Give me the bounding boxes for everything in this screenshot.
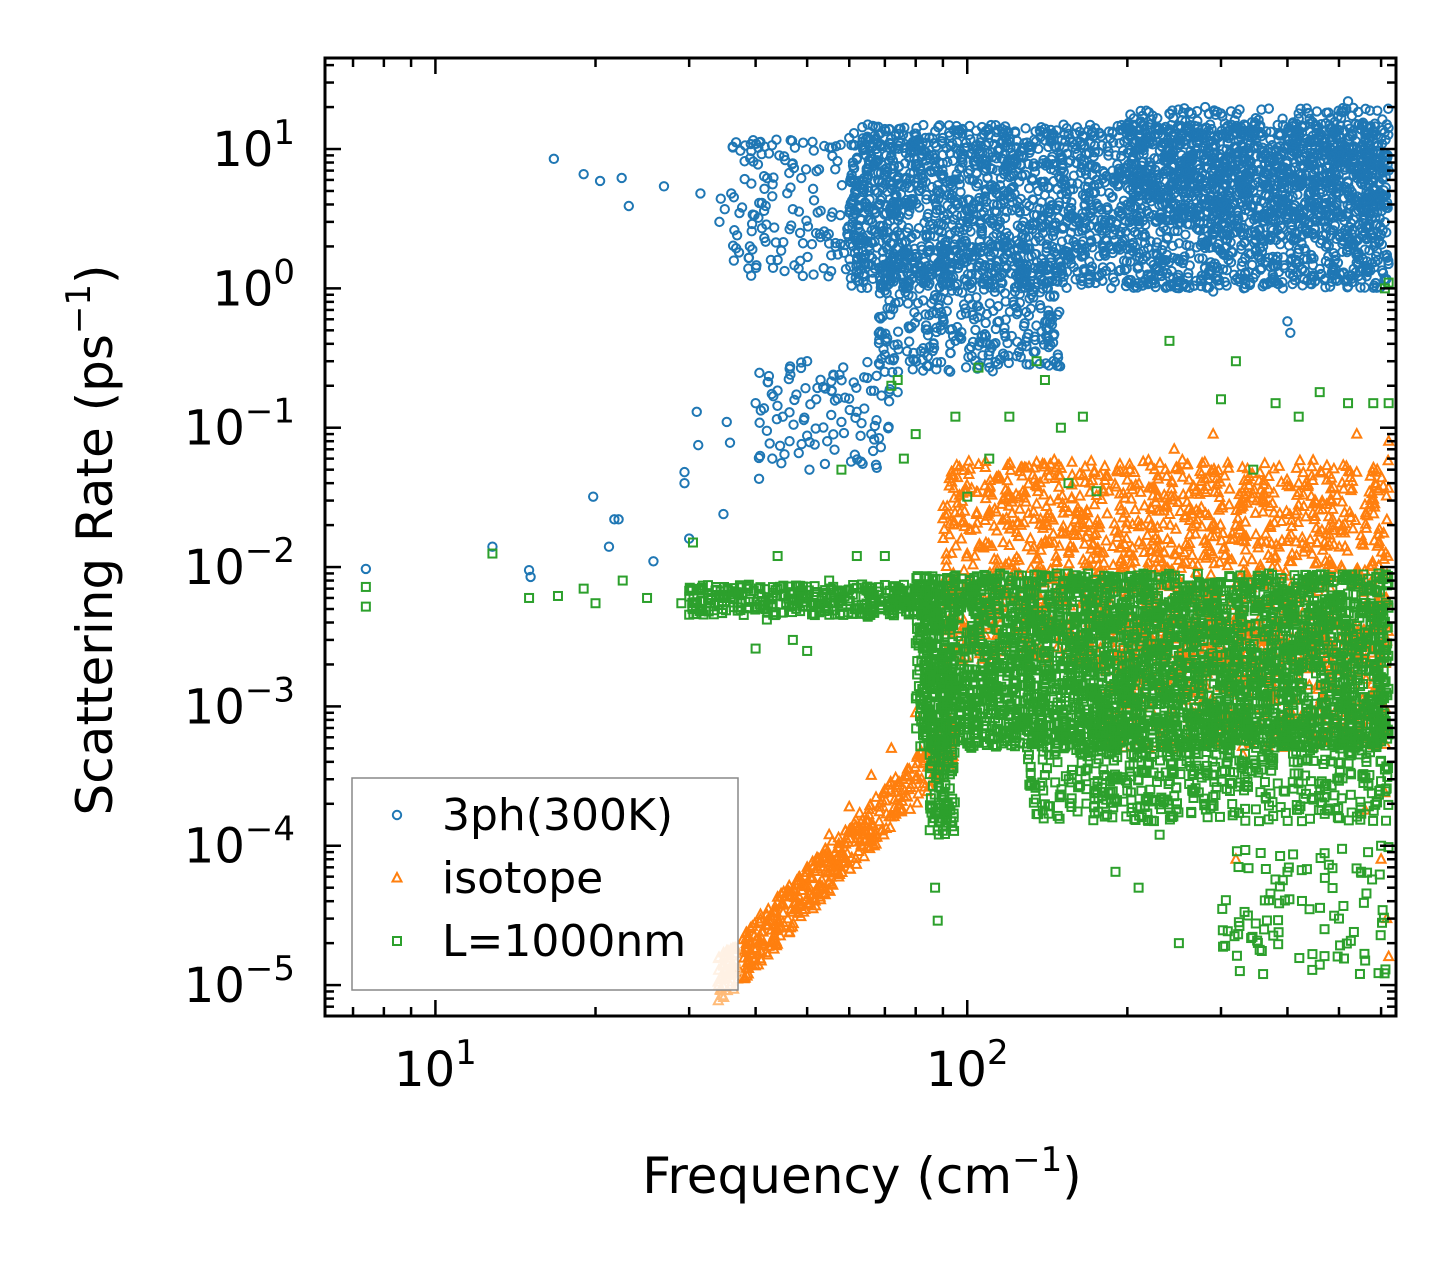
data-point bbox=[978, 194, 989, 206]
data-point bbox=[1114, 138, 1125, 149]
data-point bbox=[990, 132, 1002, 144]
data-point bbox=[1383, 258, 1394, 270]
data-point bbox=[1102, 204, 1113, 215]
data-point bbox=[933, 218, 944, 229]
data-point bbox=[1077, 250, 1089, 261]
data-point bbox=[1049, 140, 1060, 152]
data-point bbox=[1097, 275, 1108, 286]
data-point bbox=[1217, 264, 1229, 275]
data-point bbox=[947, 155, 959, 166]
data-point bbox=[845, 273, 857, 284]
data-point bbox=[847, 221, 858, 232]
data-point bbox=[1065, 155, 1076, 166]
data-point bbox=[1086, 242, 1098, 253]
data-point bbox=[1047, 220, 1058, 231]
data-point bbox=[1030, 235, 1041, 247]
data-point bbox=[1309, 232, 1321, 243]
data-point bbox=[1001, 206, 1013, 217]
data-point bbox=[1020, 205, 1031, 217]
data-point bbox=[1041, 239, 1052, 250]
data-point bbox=[1106, 282, 1117, 294]
data-point bbox=[1073, 226, 1084, 237]
data-point bbox=[1337, 246, 1348, 257]
data-point bbox=[1103, 126, 1115, 137]
data-point bbox=[846, 280, 857, 291]
data-point bbox=[978, 128, 990, 140]
data-point bbox=[1056, 236, 1068, 247]
data-point bbox=[1275, 229, 1286, 241]
data-point bbox=[948, 214, 959, 225]
data-point bbox=[1084, 229, 1095, 241]
data-point bbox=[1125, 274, 1137, 286]
data-point bbox=[954, 173, 965, 185]
data-point bbox=[1341, 246, 1353, 258]
data-point bbox=[1277, 222, 1288, 234]
data-point bbox=[920, 132, 931, 144]
data-point bbox=[1299, 243, 1310, 254]
series-layer bbox=[360, 96, 1395, 1006]
data-point bbox=[1099, 167, 1110, 179]
data-point bbox=[1034, 203, 1045, 214]
data-point bbox=[959, 142, 970, 154]
data-point bbox=[1368, 280, 1380, 291]
data-point bbox=[1348, 263, 1359, 275]
data-point bbox=[1240, 282, 1251, 293]
data-point bbox=[1090, 277, 1101, 289]
data-point bbox=[937, 164, 948, 176]
data-point bbox=[1324, 281, 1336, 292]
data-point bbox=[1064, 202, 1076, 214]
data-point bbox=[1230, 274, 1241, 286]
data-point bbox=[1000, 132, 1012, 143]
data-point bbox=[1103, 150, 1114, 161]
data-point bbox=[1240, 278, 1251, 290]
data-point bbox=[1225, 257, 1237, 268]
data-point bbox=[1100, 265, 1112, 277]
data-point bbox=[988, 199, 999, 210]
series-circle bbox=[360, 96, 1394, 583]
data-point bbox=[1005, 147, 1016, 159]
data-point bbox=[999, 212, 1011, 224]
data-point bbox=[1213, 274, 1225, 286]
data-point bbox=[1173, 238, 1185, 249]
data-point bbox=[893, 128, 905, 140]
data-point bbox=[1020, 123, 1031, 134]
data-point bbox=[1160, 282, 1171, 294]
data-point bbox=[900, 172, 912, 183]
data-point bbox=[1097, 165, 1109, 177]
data-point bbox=[993, 145, 1005, 157]
data-point bbox=[1009, 126, 1021, 137]
data-point bbox=[1183, 268, 1194, 279]
data-point bbox=[893, 140, 904, 151]
